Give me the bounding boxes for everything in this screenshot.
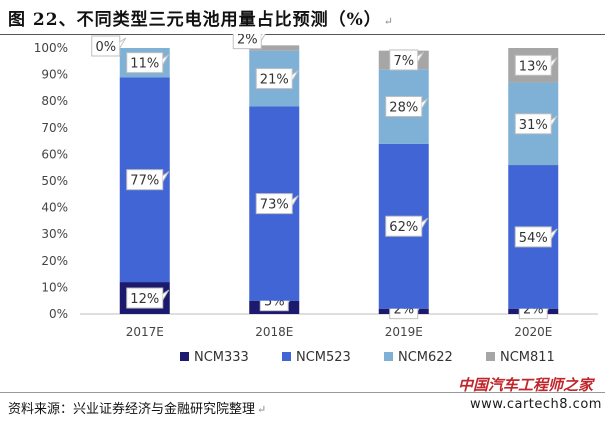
y-tick-label: 20% <box>41 254 68 268</box>
data-label: 62% <box>389 220 418 235</box>
legend-swatch-ncm523 <box>282 352 291 361</box>
data-label: 7% <box>393 54 414 69</box>
data-label-pointer <box>291 70 299 81</box>
y-tick-label: 60% <box>41 147 68 161</box>
x-tick-label: 2018E <box>255 325 293 339</box>
data-label-pointer <box>550 228 558 240</box>
y-tick-label: 100% <box>34 41 68 55</box>
data-label-pointer <box>162 54 170 65</box>
data-label: 11% <box>130 57 159 72</box>
legend-swatch-ncm622 <box>384 352 393 361</box>
legend-label-ncm811: NCM811 <box>500 350 555 365</box>
watermark-url: www.cartech8.com <box>470 397 602 412</box>
legend-swatch-ncm333 <box>180 352 189 361</box>
data-label-pointer <box>421 217 429 229</box>
watermark-title: 中国汽车工程师之家 <box>458 376 594 394</box>
data-label-pointer <box>162 289 170 301</box>
data-label: 0% <box>95 40 116 55</box>
data-label: 12% <box>130 292 159 307</box>
data-label: 31% <box>519 118 548 133</box>
legend-label-ncm333: NCM333 <box>194 350 249 365</box>
legend-label-ncm523: NCM523 <box>296 350 351 365</box>
data-label-pointer <box>417 51 425 63</box>
y-tick-label: 10% <box>41 280 68 294</box>
x-tick-label: 2020E <box>514 325 552 339</box>
data-label-pointer <box>421 98 429 109</box>
data-label-pointer <box>119 37 127 49</box>
y-tick-label: 80% <box>41 94 68 108</box>
bar-segment-ncm811 <box>249 45 300 51</box>
data-label: 13% <box>519 59 548 74</box>
y-tick-label: 30% <box>41 227 68 241</box>
y-tick-label: 40% <box>41 201 68 215</box>
legend-label-ncm622: NCM622 <box>398 350 453 365</box>
y-tick-label: 90% <box>41 68 68 82</box>
legend-swatch-ncm811 <box>486 352 495 361</box>
y-tick-label: 70% <box>41 121 68 135</box>
return-mark-source: ↵ <box>257 403 267 416</box>
return-mark: ↵ <box>383 15 394 28</box>
title-bar: 图 22、不同类型三元电池用量占比预测（%） ↵ <box>0 0 605 35</box>
source-note: 资料来源：兴业证券经济与金融研究院整理 ↵ <box>8 402 267 417</box>
x-tick-label: 2019E <box>385 325 423 339</box>
data-label: 73% <box>260 198 289 213</box>
y-tick-label: 50% <box>41 174 68 188</box>
y-tick-label: 0% <box>49 307 68 321</box>
chart-title: 图 22、不同类型三元电池用量占比预测（%） ↵ <box>8 10 394 30</box>
data-label: 28% <box>389 101 418 116</box>
data-label-pointer <box>162 171 170 182</box>
data-label-pointer <box>550 115 558 127</box>
data-label-pointer <box>550 56 558 68</box>
data-label-pointer <box>260 34 266 41</box>
data-label: 54% <box>519 231 548 246</box>
source-divider <box>0 392 605 393</box>
data-label-pointer <box>291 195 299 206</box>
stacked-bar-chart: 0% 10% 20% 30% 40% 50% 60% 70% 80% 90% 100% 2017E 12… <box>34 34 598 365</box>
data-label: 77% <box>130 174 159 189</box>
data-label: 21% <box>260 73 289 88</box>
data-label: 2% <box>237 34 258 48</box>
x-tick-label: 2017E <box>126 325 164 339</box>
